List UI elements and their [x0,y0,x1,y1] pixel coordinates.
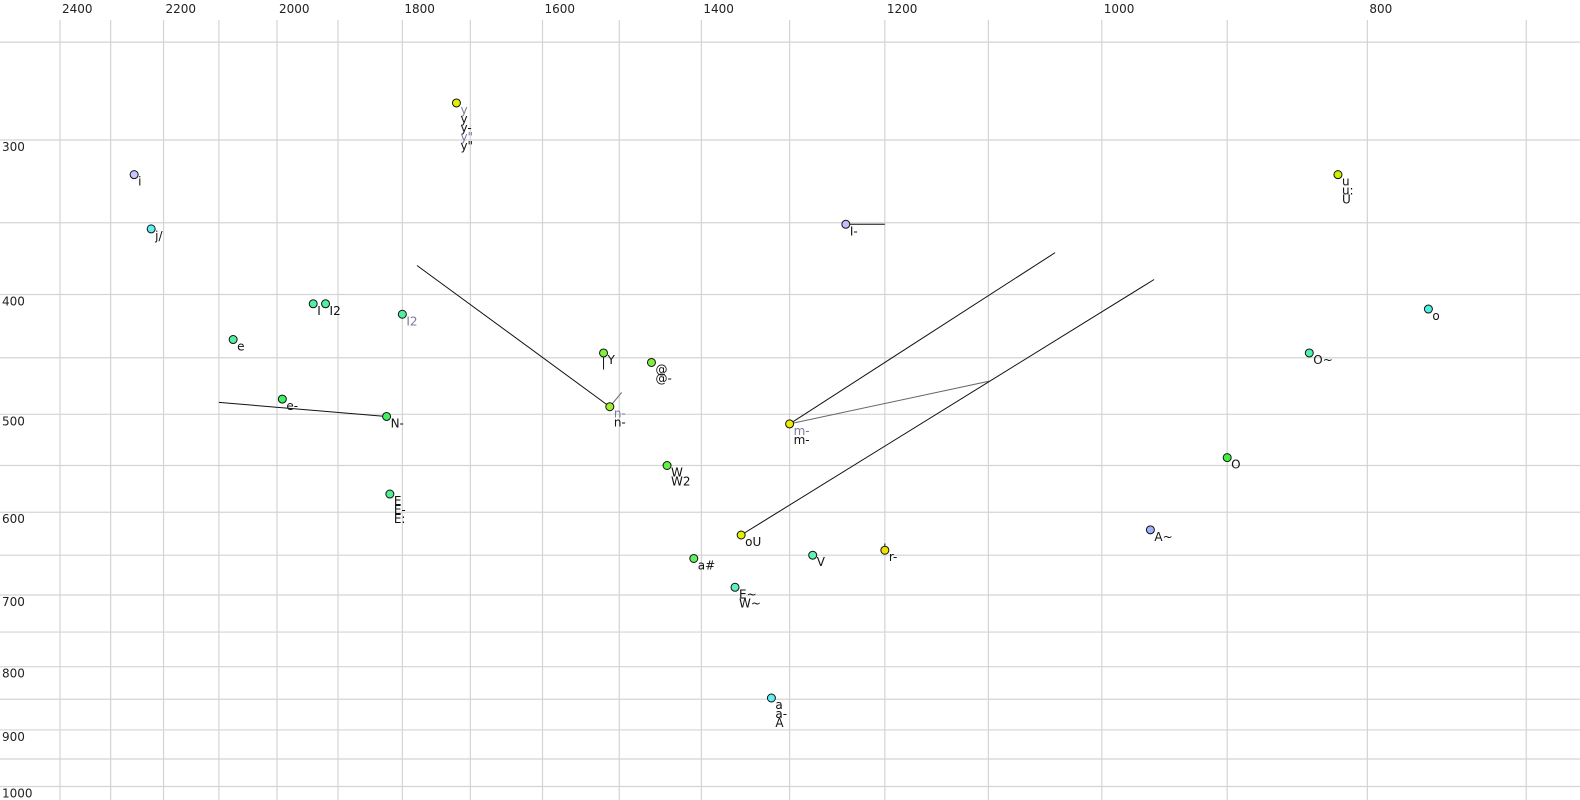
trajectory-line [789,380,990,425]
point-label: a- [775,707,787,721]
y-tick-label: 1000 [2,787,33,800]
data-point [599,348,609,358]
data-point [766,693,776,703]
point-label: W2 [671,474,691,488]
data-point [736,530,746,540]
point-label: I2 [330,304,341,318]
data-point [397,309,407,319]
data-point [321,299,331,309]
point-label: N- [391,416,404,430]
data-point [1222,453,1232,463]
point-label: I [317,304,321,318]
y-tick-label: 500 [2,414,25,428]
data-point [451,98,461,108]
y-tick-label: 400 [2,294,25,308]
point-label: a# [698,558,715,572]
data-points: ij/eI I2I2yyy-y"y"e-N-EE-E:Y@@-n-n-WW2m-m… [129,98,1440,730]
x-tick-label: 1200 [887,2,918,16]
point-label: n- [614,407,626,421]
data-point [1145,525,1155,535]
point-label: Y [607,353,616,367]
point-label: y" [460,130,473,144]
point-label: u: [1342,184,1354,198]
point-label: oU [745,535,761,549]
data-point [841,219,851,229]
point-label: m- [794,433,810,447]
point-label: m- [794,424,810,438]
data-point [1333,170,1343,180]
point-label: O~ [1313,353,1333,367]
data-point [880,545,890,555]
point-label: r- [889,550,898,564]
point-label: E- [394,503,406,517]
x-tick-label: 1600 [545,2,576,16]
data-point [385,489,395,499]
point-label: V [817,555,826,569]
data-point [730,582,740,592]
trajectory-line [789,252,1056,425]
data-point [689,553,699,563]
x-tick-label: 1800 [404,2,435,16]
point-label: O [1231,458,1240,472]
y-tick-label: 600 [2,512,25,526]
point-label: @- [655,371,671,385]
point-label: A [775,716,784,730]
data-point [1423,304,1433,314]
point-label: y [460,103,467,117]
point-label: y- [460,121,471,135]
trajectory-line [740,279,1155,536]
trajectory-line [218,401,387,417]
point-label: u [1342,175,1350,189]
y-tick-label: 800 [2,667,25,681]
point-label: U [1342,193,1351,207]
x-tick-label: 1400 [703,2,734,16]
data-point [1304,348,1314,358]
axis-ticks: 2400 2200 2000 1800 1600 1400 1200 1000 800 300 40… [2,2,1392,800]
data-point [785,419,795,429]
point-label: A~ [1154,530,1172,544]
point-label: @ [655,362,667,376]
y-tick-label: 900 [2,730,25,744]
data-point [382,411,392,421]
x-tick-label: 2200 [166,2,197,16]
data-point [808,550,818,560]
x-tick-label: 2000 [279,2,310,16]
point-label: n- [614,416,626,430]
y-tick-label: 700 [2,595,25,609]
trajectory-line [416,265,611,408]
point-label: e- [286,399,298,413]
point-label: E [394,494,402,508]
point-label: o [1432,309,1439,323]
data-point [605,402,615,412]
point-label: I2 [406,314,417,328]
data-point [146,224,156,234]
x-tick-label: 1000 [1104,2,1135,16]
point-label: y" [460,139,473,153]
data-point [308,299,318,309]
data-point [277,394,287,404]
point-label: W~ [739,596,761,610]
point-label: i [138,175,141,189]
x-tick-label: 2400 [62,2,93,16]
point-label: W [671,465,683,479]
point-label: e [237,340,244,354]
data-point [662,460,672,470]
point-label: I- [850,224,858,238]
grid [0,20,1580,800]
y-tick-label: 300 [2,140,25,154]
point-label: j/ [154,229,163,243]
data-point [646,357,656,367]
x-tick-label: 800 [1369,2,1392,16]
trajectories [218,223,1155,551]
point-label: y [460,112,467,126]
point-label: a [775,698,782,712]
point-label: E~ [739,587,757,601]
point-label: E: [394,512,406,526]
data-point [129,170,139,180]
data-point [228,335,238,345]
